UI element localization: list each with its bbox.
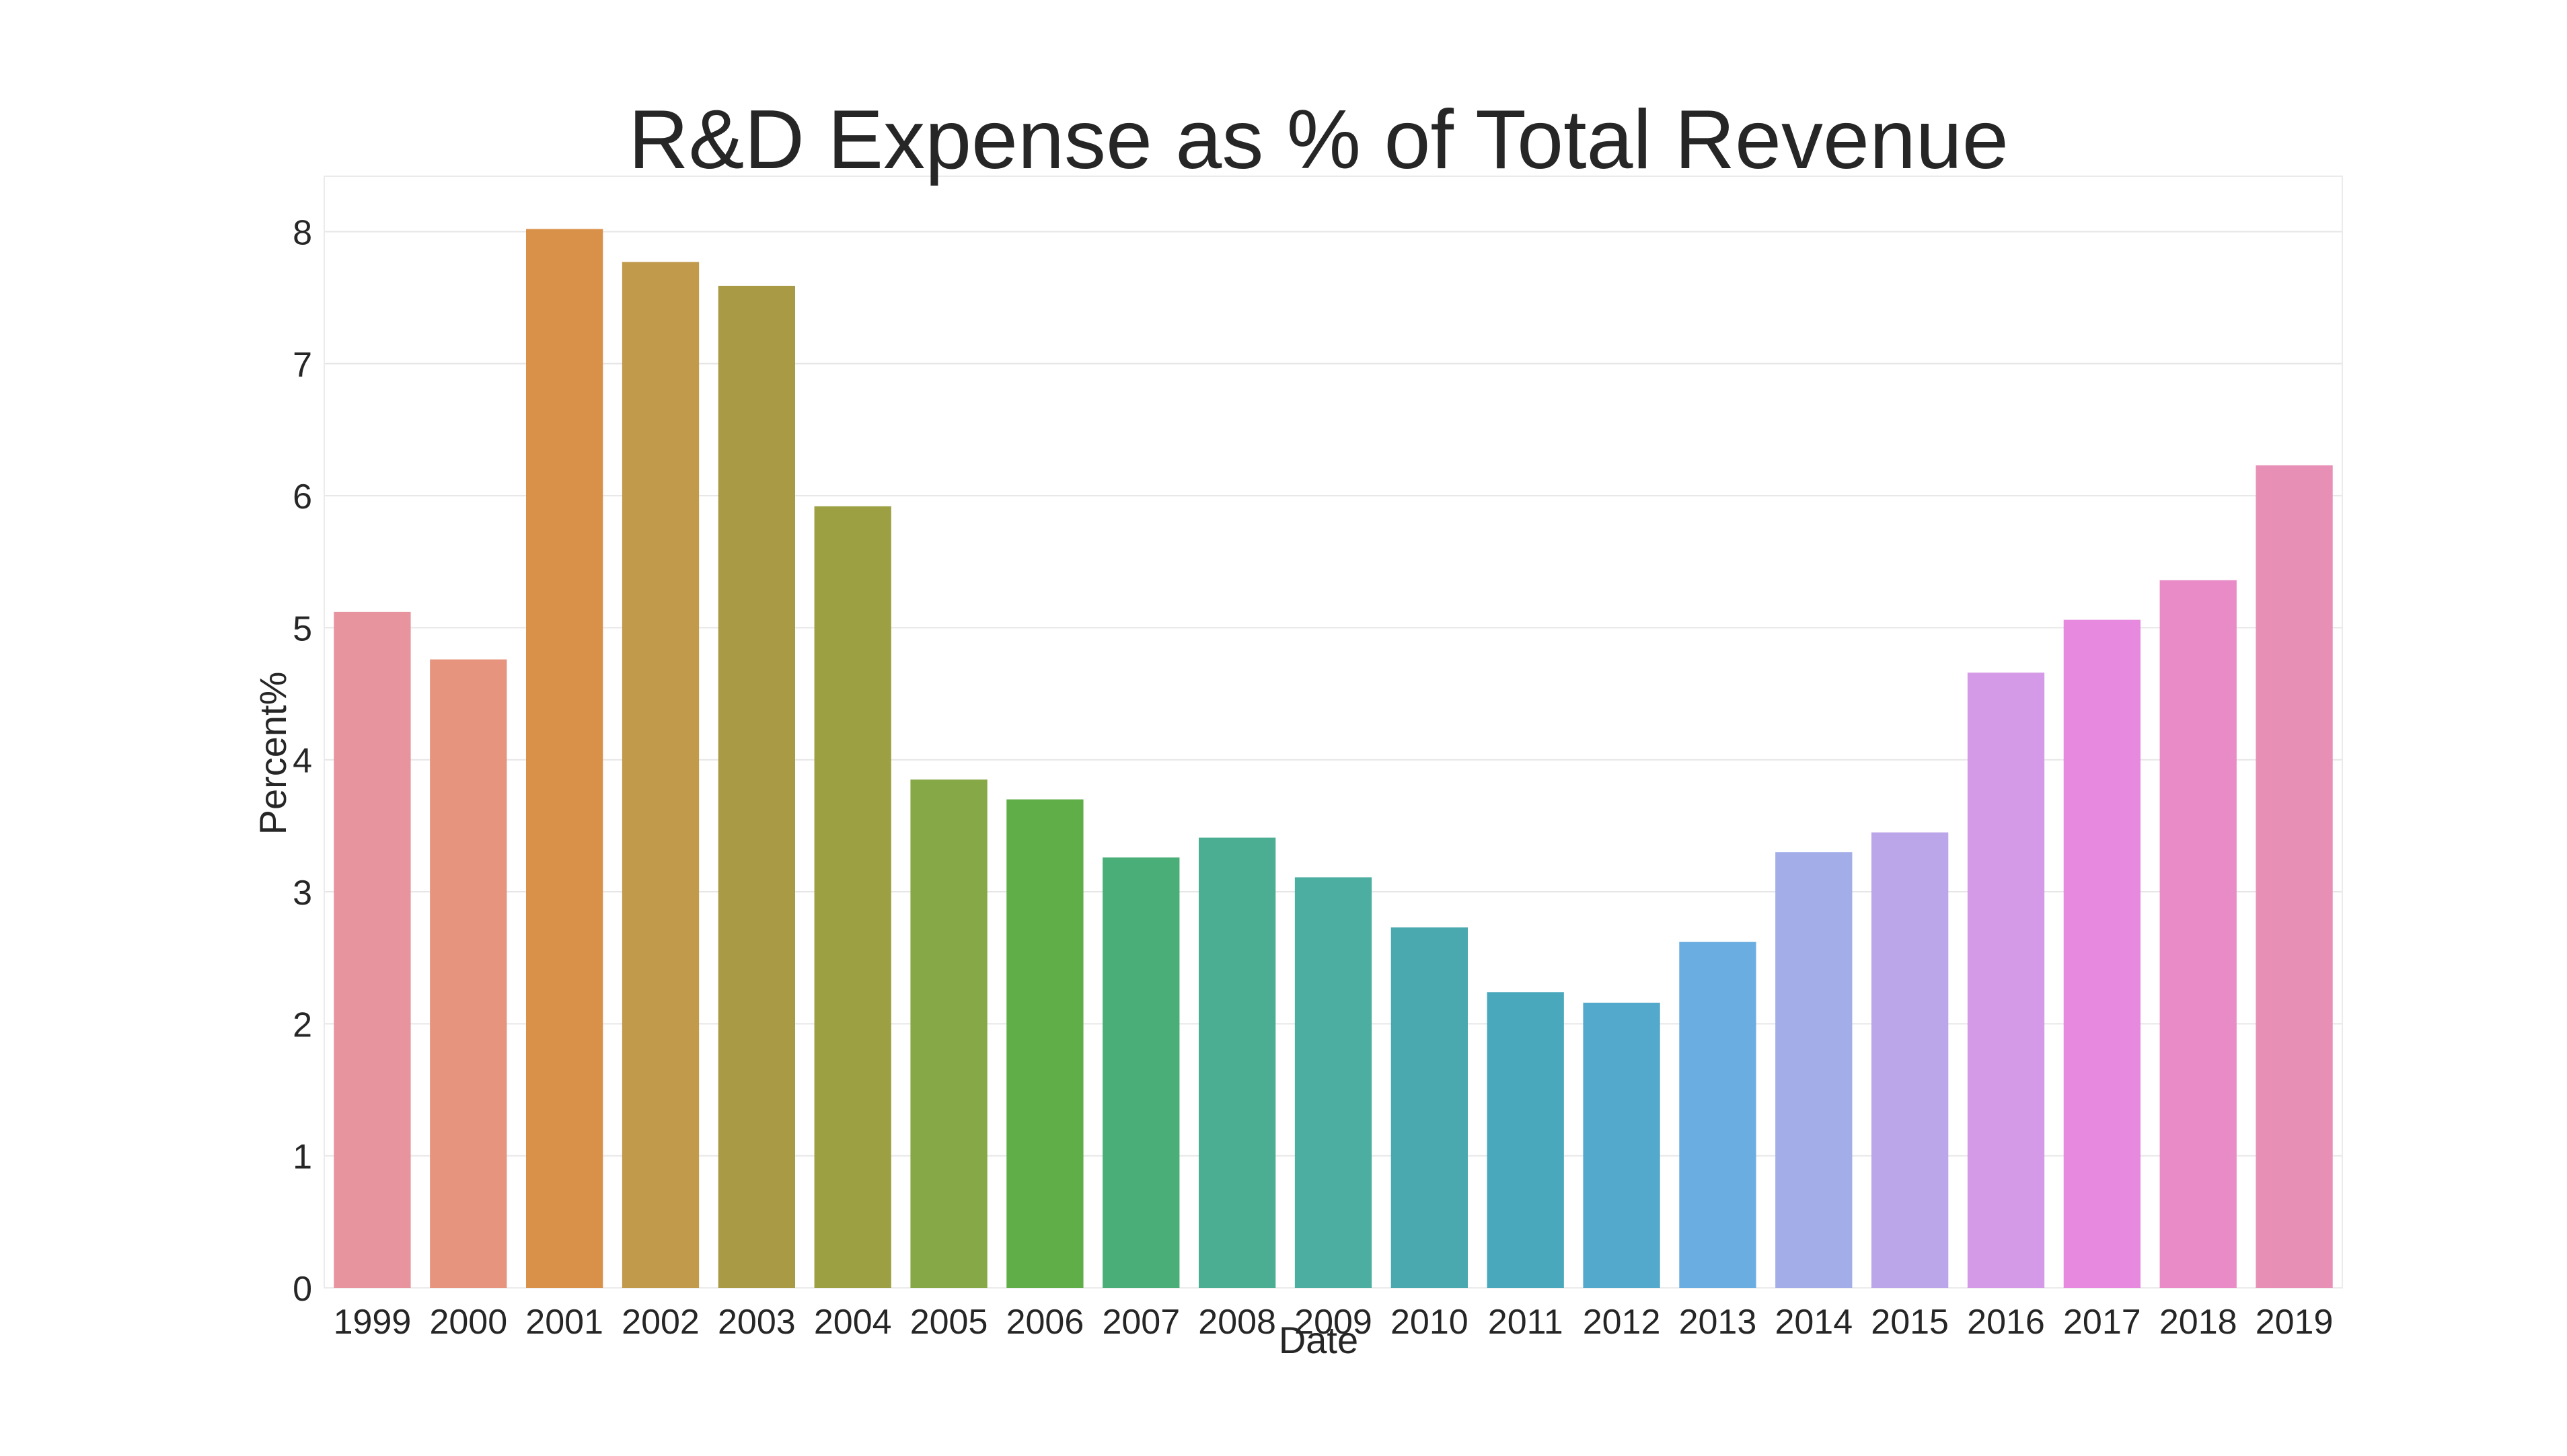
x-tick-label: 2018 xyxy=(2159,1303,2237,1342)
bar-2000 xyxy=(430,660,507,1288)
bar-2003 xyxy=(718,286,795,1288)
y-axis-label: Percent% xyxy=(252,672,294,835)
x-tick-label: 2012 xyxy=(1583,1303,1661,1342)
x-tick-label: 1999 xyxy=(334,1303,412,1342)
y-tick-label: 3 xyxy=(293,874,312,913)
x-tick-label: 2004 xyxy=(814,1303,892,1342)
y-tick-label: 6 xyxy=(293,477,312,516)
bar-2010 xyxy=(1391,927,1468,1288)
x-tick-label: 2017 xyxy=(2063,1303,2141,1342)
y-tick-labels: 0 1 2 3 4 5 6 7 8 xyxy=(293,213,312,1309)
x-tick-label: 2007 xyxy=(1102,1303,1180,1342)
bar-2012 xyxy=(1583,1003,1660,1288)
y-tick-label: 4 xyxy=(293,742,312,781)
bar-1999 xyxy=(334,612,410,1288)
x-tick-label: 2002 xyxy=(622,1303,700,1342)
x-tick-label: 2005 xyxy=(910,1303,988,1342)
bar-2016 xyxy=(1968,673,2044,1288)
x-tick-label: 2016 xyxy=(1967,1303,2045,1342)
bar-2008 xyxy=(1199,838,1275,1288)
x-axis-label: Date xyxy=(1279,1319,1358,1361)
bar-2006 xyxy=(1006,800,1083,1288)
x-tick-label: 2014 xyxy=(1775,1303,1853,1342)
x-tick-label: 2010 xyxy=(1390,1303,1468,1342)
bar-2007 xyxy=(1103,857,1179,1288)
x-tick-label: 2003 xyxy=(718,1303,796,1342)
bar-2011 xyxy=(1487,992,1564,1288)
bar-2015 xyxy=(1871,833,1948,1288)
x-tick-label: 2000 xyxy=(429,1303,507,1342)
y-tick-label: 2 xyxy=(293,1005,312,1044)
x-tick-label: 2001 xyxy=(525,1303,603,1342)
bar-2018 xyxy=(2160,580,2237,1288)
x-tick-label: 2006 xyxy=(1006,1303,1084,1342)
y-tick-label: 7 xyxy=(293,346,312,385)
y-tick-label: 0 xyxy=(293,1270,312,1309)
y-tick-label: 5 xyxy=(293,609,312,648)
bar-2005 xyxy=(910,779,987,1288)
x-tick-label: 2015 xyxy=(1871,1303,1949,1342)
bar-2019 xyxy=(2256,465,2332,1288)
x-tick-label: 2013 xyxy=(1679,1303,1757,1342)
bar-2002 xyxy=(622,262,699,1288)
bar-2001 xyxy=(526,229,603,1288)
bar-2014 xyxy=(1775,852,1852,1288)
bar-2009 xyxy=(1295,877,1372,1288)
x-tick-label: 2011 xyxy=(1488,1303,1563,1342)
y-tick-label: 1 xyxy=(293,1138,312,1177)
chart-title: R&D Expense as % of Total Revenue xyxy=(628,93,2009,186)
y-tick-label: 8 xyxy=(293,213,312,252)
x-tick-label: 2019 xyxy=(2256,1303,2334,1342)
bar-2004 xyxy=(815,506,891,1288)
bar-2013 xyxy=(1679,942,1756,1288)
bar-2017 xyxy=(2064,620,2141,1288)
x-tick-label: 2008 xyxy=(1198,1303,1276,1342)
